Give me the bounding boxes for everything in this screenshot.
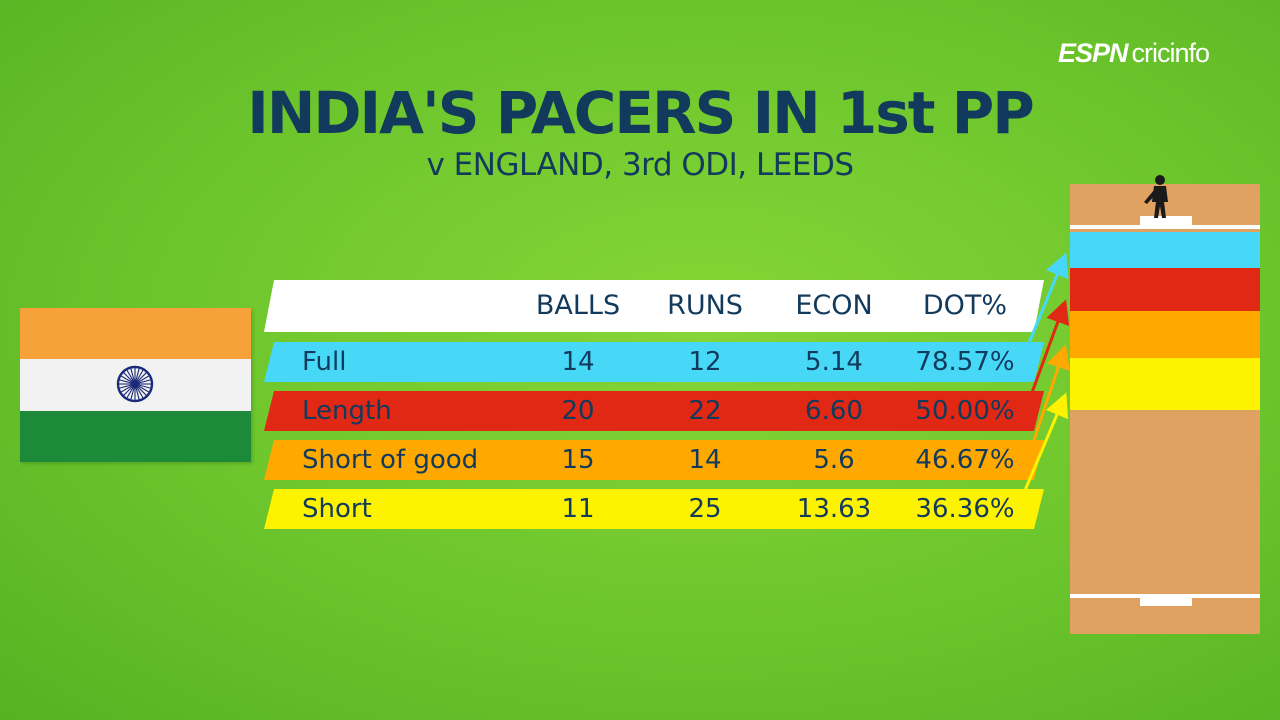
row-runs: 25 [688,494,722,524]
logo-espn: ESPN [1058,38,1129,68]
stumps-box-bottom [1140,594,1192,606]
row-runs: 14 [688,445,722,475]
batsman-icon [1144,175,1168,218]
zone-length [1070,268,1260,311]
row-econ: 5.6 [813,445,855,475]
row-balls: 15 [561,445,595,475]
row-dot-percent: 46.67% [915,445,1015,475]
column-header-runs: RUNS [667,290,743,321]
row-dot-percent: 78.57% [915,347,1015,377]
column-header-balls: BALLS [535,290,621,321]
stumps-box-top [1140,216,1192,229]
table-row-length: Length 20 22 6.60 50.00% [264,391,1044,431]
row-label: Length [302,396,392,426]
row-balls: 14 [561,347,595,377]
flag-saffron-band [20,308,251,360]
row-label: Short of good [302,445,479,475]
row-econ: 5.14 [805,347,863,377]
logo-cricinfo: cricinfo [1131,38,1211,68]
row-balls: 20 [561,396,595,426]
zone-short-of-good [1070,311,1260,358]
column-header-dot-percent: DOT% [922,290,1008,321]
row-runs: 22 [688,396,722,426]
graphic-title: INDIA'S PACERS IN 1st PP [247,79,1034,147]
table-row-short: Short 11 25 13.63 36.36% [264,489,1044,529]
row-label: Short [302,494,372,524]
table-row-short-of-good: Short of good 15 14 5.6 46.67% [264,440,1044,480]
row-label: Full [302,347,347,377]
row-balls: 11 [561,494,595,524]
flag-white-band [20,359,251,411]
ashoka-chakra-icon [116,366,154,403]
graphic-subtitle: v ENGLAND, 3rd ODI, LEEDS [426,147,854,183]
column-header-econ: ECON [795,290,873,321]
row-econ: 13.63 [796,494,872,524]
row-econ: 6.60 [805,396,863,426]
espncricinfo-logo: ESPN cricinfo [1058,38,1211,69]
table-header-row: BALLS RUNS ECON DOT% [264,280,1044,332]
row-runs: 12 [688,347,722,377]
india-flag [20,308,251,462]
row-dot-percent: 50.00% [915,396,1015,426]
row-dot-percent: 36.36% [915,494,1015,524]
zone-short [1070,358,1260,410]
table-row-full: Full 14 12 5.14 78.57% [264,342,1044,382]
zone-full [1070,232,1260,268]
pitch-map [1070,175,1260,634]
flag-green-band [20,410,251,462]
